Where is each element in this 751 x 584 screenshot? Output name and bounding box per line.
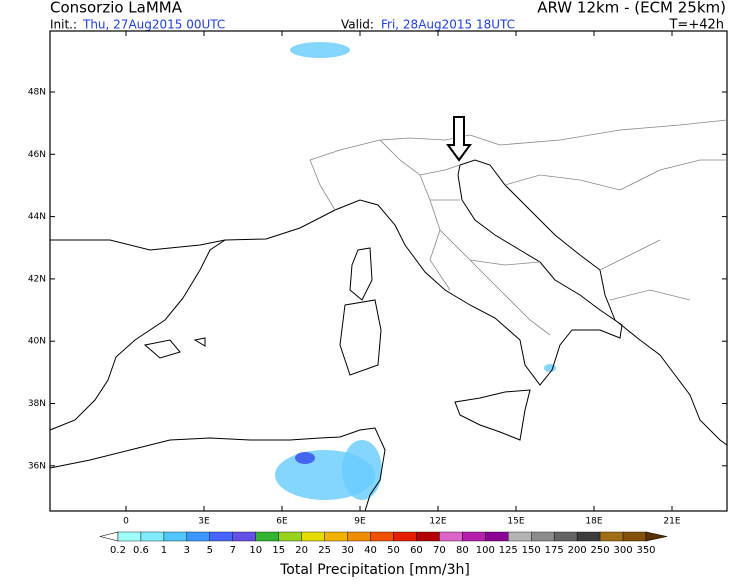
lon-label: 12E <box>429 517 446 527</box>
colorbar-label: 100 <box>476 545 495 556</box>
colorbar-label: 300 <box>613 545 632 556</box>
lead-time: T=+42h <box>668 18 724 33</box>
colorbar-label: 0.6 <box>133 545 149 556</box>
colorbar-cell <box>140 531 165 542</box>
colorbar-cell <box>416 531 440 542</box>
colorbar-cell <box>163 531 188 542</box>
coastline <box>182 239 226 299</box>
colorbar-label: 0.2 <box>110 545 126 556</box>
arrow-marker <box>446 116 472 162</box>
colorbar-label: 7 <box>230 545 236 556</box>
colorbar-cell <box>439 531 463 542</box>
colorbar-cell <box>531 531 555 542</box>
valid-value: Fri, 28Aug2015 18UTC <box>381 18 515 32</box>
coastline <box>50 159 728 446</box>
org-title: Consorzio LaMMA <box>50 0 183 17</box>
colorbar-label: 50 <box>387 545 400 556</box>
colorbar-cell <box>209 531 233 542</box>
lon-label: 18E <box>585 517 602 527</box>
colorbar-cell <box>485 531 509 542</box>
rain-area <box>295 452 315 464</box>
lon-label: 3E <box>198 517 210 527</box>
lat-label: 42N <box>28 274 46 284</box>
lon-label: 21E <box>663 517 680 527</box>
coastline <box>454 389 531 441</box>
colorbar-cell <box>117 531 142 542</box>
colorbar-cell <box>599 531 624 542</box>
colorbar-label: 1 <box>161 545 167 556</box>
init-value: Thu, 27Aug2015 00UTC <box>82 18 225 32</box>
colorbar: 0.2 0.6 1 3 5 7 10 15 20 25 30 40 50 60 70 80 100 125 150 1… <box>99 531 668 556</box>
colorbar-label: 60 <box>410 545 423 556</box>
colorbar-cell <box>278 531 302 542</box>
rain-area <box>544 364 556 372</box>
colorbar-cell <box>462 531 486 542</box>
colorbar-label: 125 <box>499 545 518 556</box>
colorbar-label: 80 <box>456 545 469 556</box>
lon-label: 9E <box>354 517 366 527</box>
colorbar-cell <box>622 531 647 542</box>
colorbar-cell <box>347 531 371 542</box>
colorbar-label: 10 <box>249 545 262 556</box>
colorbar-cell <box>255 531 279 542</box>
colorbar-label: 250 <box>591 545 610 556</box>
lon-label: 6E <box>276 517 288 527</box>
border <box>309 119 728 336</box>
map-frame <box>49 30 728 512</box>
coastline <box>143 337 206 359</box>
colorbar-label: 150 <box>522 545 541 556</box>
valid-label: Valid: <box>341 18 374 32</box>
colorbar-label: 3 <box>184 545 190 556</box>
lon-label: 0 <box>123 517 129 527</box>
colorbar-cell <box>301 531 325 542</box>
colorbar-label: 200 <box>568 545 587 556</box>
model-title: ARW 12km - (ECM 25km) <box>537 0 726 17</box>
coastline <box>339 299 382 376</box>
colorbar-label: 5 <box>207 545 213 556</box>
rain-area <box>290 42 350 58</box>
colorbar-label: 30 <box>341 545 354 556</box>
rain-area <box>342 440 382 500</box>
lon-label: 15E <box>507 517 524 527</box>
colorbar-cell <box>553 531 578 542</box>
colorbar-label: 350 <box>636 545 655 556</box>
colorbar-cell <box>324 531 348 542</box>
coastline <box>349 247 373 301</box>
colorbar-label: 15 <box>272 545 285 556</box>
lat-label: 36N <box>28 461 46 471</box>
colorbar-under <box>99 531 119 542</box>
colorbar-cell <box>232 531 256 542</box>
colorbar-label: 25 <box>318 545 331 556</box>
colorbar-label: 175 <box>545 545 564 556</box>
colorbar-label: 40 <box>364 545 377 556</box>
colorbar-title: Total Precipitation [mm/3h] <box>279 562 470 578</box>
lat-label: 40N <box>28 337 46 347</box>
colorbar-label: 70 <box>433 545 446 556</box>
map: 48N 46N 44N 42N 40N 38N 36N 0 3E 6E 9E 12E 15E 18E 21E <box>28 30 728 527</box>
lat-label: 48N <box>28 88 46 98</box>
lat-label: 44N <box>28 212 46 222</box>
lat-label: 46N <box>28 150 46 160</box>
colorbar-cell <box>370 531 394 542</box>
colorbar-cell <box>576 531 601 542</box>
lat-label: 38N <box>28 399 46 409</box>
init-label: Init.: <box>50 18 77 32</box>
colorbar-cell <box>508 531 532 542</box>
colorbar-label: 20 <box>295 545 308 556</box>
coastline <box>49 427 386 512</box>
colorbar-cell <box>186 531 211 542</box>
coastline <box>49 297 184 431</box>
colorbar-cell <box>393 531 417 542</box>
colorbar-over <box>645 531 668 542</box>
